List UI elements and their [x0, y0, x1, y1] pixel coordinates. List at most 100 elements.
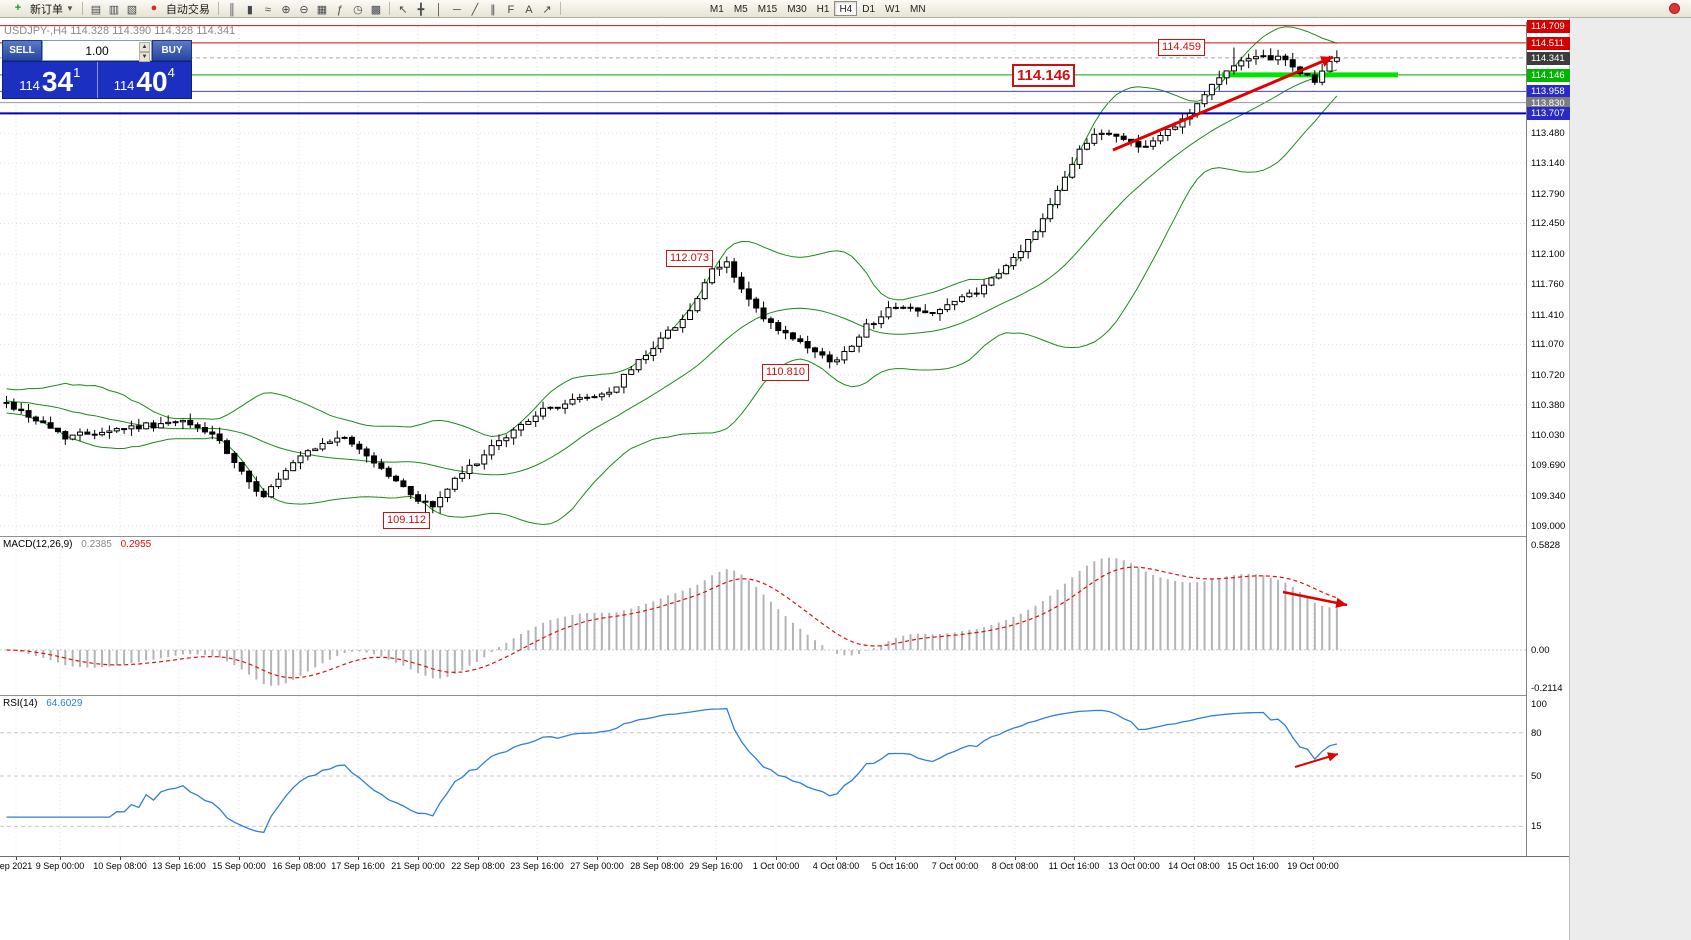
candle-body: [745, 288, 752, 300]
candle-body: [25, 410, 32, 418]
templates-icon[interactable]: ▩: [370, 3, 382, 16]
candle-body: [348, 436, 355, 445]
candle-body: [275, 478, 282, 488]
candle-body: [598, 393, 605, 398]
candle-body: [929, 312, 936, 314]
macd-scale-tick: -0.2114: [1531, 683, 1563, 695]
price-chart[interactable]: [0, 22, 1526, 536]
rsi-panel[interactable]: [0, 696, 1526, 856]
timeframe-w1[interactable]: W1: [885, 4, 901, 15]
candle-body: [69, 434, 76, 440]
time-label: 17 Sep 16:00: [331, 861, 385, 871]
price-callout-110.810[interactable]: 110.810: [762, 364, 809, 381]
trend-arrow-head: [1320, 56, 1333, 67]
price-callout-114.146[interactable]: 114.146: [1012, 64, 1076, 87]
timeframe-h4[interactable]: H4: [834, 1, 858, 16]
timeframe-mn[interactable]: MN: [910, 4, 926, 15]
profiles-icon[interactable]: ▥: [108, 3, 120, 16]
time-axis[interactable]: ep 2021 9 Sep 00:00 10 Sep 08:00 13 Sep 16:…: [0, 856, 1569, 874]
timeframe-d1[interactable]: D1: [862, 4, 876, 15]
indicators-icon[interactable]: ƒ: [336, 3, 343, 16]
chevron-down-icon: ▼: [66, 4, 74, 13]
candle-body: [1039, 218, 1046, 233]
record-status-icon[interactable]: [1669, 3, 1680, 14]
volume-input[interactable]: 1.00 ▲ ▼: [42, 40, 152, 62]
toolbar-separator: [81, 2, 83, 15]
candle-body: [1047, 204, 1054, 220]
candle-body: [812, 347, 818, 353]
candle-body: [797, 338, 804, 342]
candle-body: [172, 421, 179, 424]
equidistant-channel-icon[interactable]: ∥: [490, 3, 496, 16]
candle-body: [760, 307, 767, 320]
candle-body: [1157, 135, 1164, 142]
macd-arrow[interactable]: [1282, 590, 1348, 607]
time-label: 27 Sep 00:00: [570, 861, 624, 871]
autotrading-button[interactable]: ● 自动交易: [141, 1, 214, 17]
candle-body: [1282, 55, 1289, 61]
macd-signal-line: [6, 566, 1338, 679]
timeframe-h1[interactable]: H1: [816, 4, 830, 15]
volume-spinner[interactable]: ▲ ▼: [139, 42, 150, 62]
candle-body: [1113, 133, 1120, 137]
horizontal-line-icon[interactable]: ─: [453, 3, 461, 16]
timeframe-m15[interactable]: M15: [757, 4, 778, 15]
toolbar: + 新订单 ▼ ▤ ▥ ▧ ● 自动交易 ║ ▮ ≈ ⊕ ⊖ ▦ ƒ ◷ ▩ ↖ ╋ │ ─ ╱ ∥ F A ↗ M…: [0, 0, 1691, 18]
price-callout-109.112[interactable]: 109.112: [383, 512, 430, 529]
trendline-icon[interactable]: ╱: [471, 3, 479, 16]
line-chart-icon[interactable]: ≈: [264, 3, 271, 16]
crosshair-icon[interactable]: ╋: [417, 3, 425, 16]
spinner-down-icon[interactable]: ▼: [139, 52, 150, 62]
fibonacci-icon[interactable]: F: [507, 3, 515, 16]
spinner-up-icon[interactable]: ▲: [139, 42, 150, 52]
new-order-button[interactable]: + 新订单 ▼: [5, 1, 78, 17]
zoom-out-icon[interactable]: ⊖: [299, 3, 309, 16]
candle-body: [1275, 55, 1282, 61]
buy-button[interactable]: BUY: [152, 40, 192, 61]
text-label-icon[interactable]: A: [525, 3, 533, 16]
price-axis[interactable]: 113.480 113.140 112.790 112.450 112.100 111.7…: [1526, 19, 1570, 856]
panel-divider[interactable]: [0, 536, 1569, 537]
arrow-object-icon[interactable]: ↗: [542, 3, 552, 16]
periods-icon[interactable]: ◷: [353, 3, 363, 16]
candlestick-icon[interactable]: ▮: [246, 3, 253, 16]
data-window-icon[interactable]: ▧: [126, 3, 138, 16]
time-tick: [776, 857, 777, 860]
candle-body: [856, 336, 863, 347]
price-callout-114.459[interactable]: 114.459: [1158, 39, 1205, 56]
one-click-controls: SELL 1.00 ▲ ▼ BUY: [2, 40, 192, 62]
timeframe-m30[interactable]: M30: [787, 4, 807, 15]
candle-body: [143, 422, 150, 430]
timeframe-m5[interactable]: M5: [733, 4, 748, 15]
candle-body: [1098, 132, 1105, 135]
toolbar-group-chart-tools: ║ ▮ ≈ ⊕ ⊖ ▦ ƒ ◷ ▩: [223, 0, 385, 18]
candle-body: [1054, 189, 1061, 206]
candle-body: [1083, 142, 1090, 150]
time-tick: [358, 857, 359, 860]
candle-body: [679, 319, 686, 329]
zoom-in-icon[interactable]: ⊕: [281, 3, 291, 16]
candle-body: [1253, 56, 1259, 60]
price-callout-112.073[interactable]: 112.073: [666, 250, 713, 267]
candle-body: [562, 403, 569, 409]
sell-button[interactable]: SELL: [2, 40, 42, 61]
ask-big-digits: 40: [136, 66, 168, 97]
timeframe-m1[interactable]: M1: [709, 4, 724, 15]
trend-arrow[interactable]: [1112, 55, 1334, 152]
bar-chart-icon[interactable]: ║: [228, 3, 236, 16]
candle-body: [363, 448, 370, 457]
cursor-icon[interactable]: ↖: [398, 3, 408, 16]
candle-body: [642, 355, 649, 361]
time-label: 21 Sep 00:00: [391, 861, 445, 871]
candle-body: [201, 427, 208, 433]
price-tick: 112.450: [1531, 218, 1565, 230]
macd-panel[interactable]: [0, 537, 1526, 695]
candle-body: [91, 433, 98, 436]
volume-value: 1.00: [85, 43, 109, 58]
tile-windows-icon[interactable]: ▦: [316, 3, 328, 16]
vertical-line-icon[interactable]: │: [435, 3, 443, 16]
panel-divider[interactable]: [0, 695, 1569, 696]
time-tick: [239, 857, 240, 860]
candle-body: [554, 406, 561, 409]
new-chart-icon[interactable]: ▤: [90, 3, 102, 16]
